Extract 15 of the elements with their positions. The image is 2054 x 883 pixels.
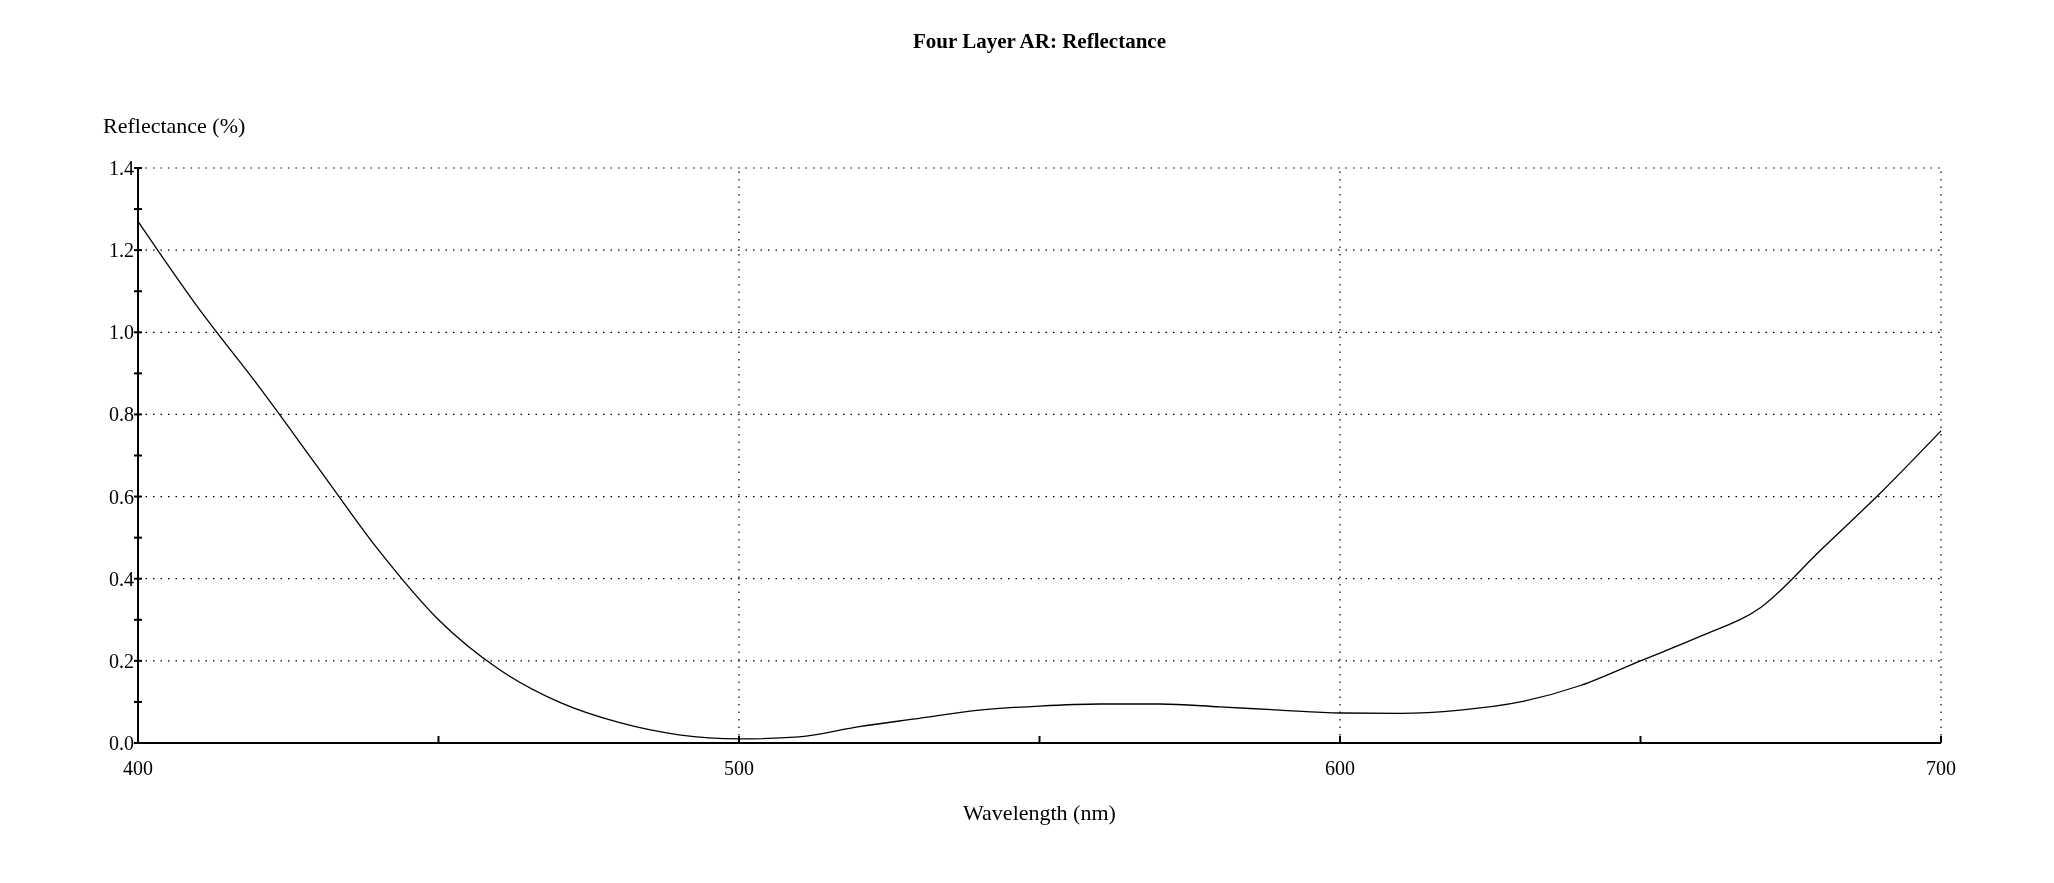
x-axis-title: Wavelength (nm) [963, 800, 1116, 825]
chart-title: Four Layer AR: Reflectance [913, 29, 1166, 53]
y-tick-label: 1.4 [109, 157, 134, 179]
x-tick-label: 700 [1926, 757, 1956, 779]
y-tick-label: 0.4 [109, 567, 134, 590]
y-tick-label: 1.2 [109, 239, 134, 262]
y-tick-label: 1.0 [109, 321, 134, 344]
x-tick-label: 400 [123, 757, 153, 779]
y-axis-title: Reflectance (%) [103, 113, 246, 138]
y-tick-label: 0.0 [109, 732, 134, 754]
y-tick-label: 0.6 [109, 485, 134, 508]
y-tick-label: 0.8 [109, 403, 134, 426]
x-tick-label: 600 [1325, 757, 1355, 779]
x-tick-label: 500 [724, 757, 754, 779]
y-tick-label: 0.2 [109, 649, 134, 672]
